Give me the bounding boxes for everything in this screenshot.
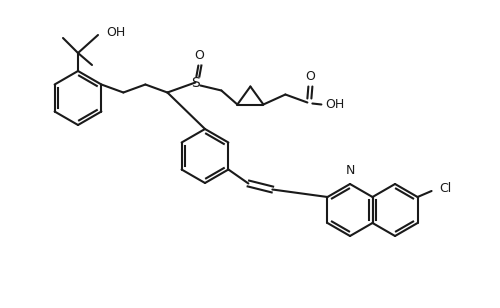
- Text: O: O: [194, 49, 204, 62]
- Text: O: O: [306, 70, 316, 83]
- Text: Cl: Cl: [440, 183, 452, 196]
- Text: OH: OH: [106, 26, 125, 38]
- Text: OH: OH: [326, 98, 344, 111]
- Text: S: S: [191, 75, 200, 90]
- Text: N: N: [346, 164, 354, 177]
